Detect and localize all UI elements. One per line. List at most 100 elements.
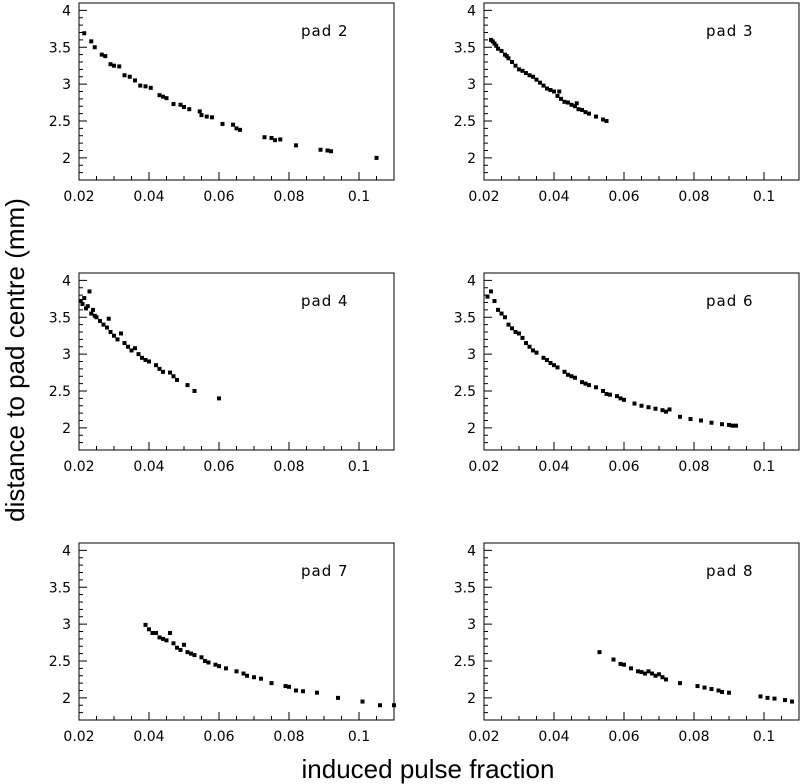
x-tick-label: 0.04 [538, 459, 569, 475]
data-point [646, 405, 651, 410]
data-point [106, 316, 111, 321]
data-point [374, 155, 379, 160]
data-point [259, 676, 263, 681]
data-point [772, 696, 777, 701]
data-point [164, 638, 169, 643]
data-point [566, 100, 570, 105]
panel-pad-7: 0.02 0.04 0.06 0.08 0.1 2 2.5 3 3.5 4 pad 7 [49, 542, 396, 745]
y-tick-label: 2 [467, 421, 476, 437]
data-point [392, 703, 396, 708]
data-point [182, 104, 186, 109]
y-tick-label: 4 [62, 3, 71, 19]
x-tick-label: 0.1 [753, 729, 775, 745]
data-point [615, 394, 619, 399]
data-point [524, 341, 528, 346]
data-point [531, 348, 535, 353]
y-tick-label: 2 [467, 691, 476, 707]
data-point [587, 383, 591, 388]
data-point [175, 377, 179, 382]
data-point [204, 114, 209, 119]
data-point [85, 304, 90, 309]
data-point [269, 135, 274, 140]
data-point [510, 326, 514, 331]
data-point [783, 698, 787, 703]
y-tick-label: 2 [62, 421, 71, 437]
y-tick-label: 2.5 [454, 114, 476, 130]
data-point [510, 60, 514, 64]
data-point [534, 350, 539, 355]
data-point [157, 93, 162, 98]
data-point [283, 684, 288, 689]
data-point [506, 322, 511, 327]
data-point [294, 143, 298, 148]
data-point [84, 306, 88, 311]
data-point [234, 126, 239, 131]
data-point [513, 330, 518, 334]
y-tick-label: 3 [62, 347, 71, 363]
data-point [758, 694, 763, 699]
data-point [122, 341, 127, 346]
data-point [112, 63, 116, 68]
data-point [709, 420, 714, 425]
data-point [360, 699, 365, 704]
data-point [517, 331, 521, 336]
data-point [765, 695, 770, 700]
x-tick-label: 0.04 [538, 729, 569, 745]
data-point [105, 325, 109, 330]
data-point [133, 346, 137, 351]
data-point [569, 102, 574, 107]
data-point [182, 642, 186, 647]
data-point [224, 666, 228, 671]
data-point [678, 681, 682, 686]
data-point [175, 645, 179, 650]
y-axis-title: distance to pad centre (mm) [0, 198, 30, 522]
data-point [136, 352, 141, 357]
data-point [541, 355, 546, 360]
data-point [147, 627, 151, 632]
data-point [197, 109, 202, 114]
x-tick-label: 0.06 [608, 189, 639, 205]
data-point [273, 138, 277, 143]
data-point [653, 406, 658, 411]
panel-pad-8: 0.02 0.04 0.06 0.08 0.1 2 2.5 3 3.5 4 pad 8 [454, 542, 800, 745]
data-point [325, 148, 330, 153]
data-point [294, 688, 298, 693]
data-point [506, 56, 511, 61]
data-point [548, 88, 553, 93]
data-point [318, 147, 323, 152]
data-point [178, 102, 183, 107]
y-tick-label: 3 [62, 77, 71, 93]
data-point [499, 48, 504, 53]
y-tick-label: 2.5 [49, 384, 71, 400]
data-point [734, 423, 738, 428]
data-point [189, 651, 193, 656]
data-point [618, 396, 623, 401]
x-tick-label: 0.06 [608, 459, 639, 475]
x-tick-label: 0.06 [203, 729, 234, 745]
pad-label: pad 3 [706, 22, 754, 40]
data-point [485, 294, 490, 299]
data-point [695, 684, 700, 689]
data-point [91, 307, 95, 312]
data-point [492, 299, 497, 304]
data-point [555, 93, 560, 98]
data-point [269, 681, 274, 686]
y-tick-label: 2.5 [49, 654, 71, 670]
data-point [161, 369, 165, 374]
data-point [115, 337, 120, 342]
data-point [206, 660, 211, 665]
data-point [143, 358, 148, 363]
data-point [112, 333, 116, 338]
data-point [154, 630, 158, 635]
data-point [513, 63, 518, 68]
data-point [492, 41, 497, 46]
data-point [653, 673, 658, 678]
data-point [720, 689, 724, 694]
data-point [517, 67, 521, 72]
data-point [534, 77, 539, 82]
data-point [301, 689, 305, 694]
data-point [667, 407, 672, 412]
data-point [727, 690, 731, 695]
data-point [143, 84, 148, 89]
